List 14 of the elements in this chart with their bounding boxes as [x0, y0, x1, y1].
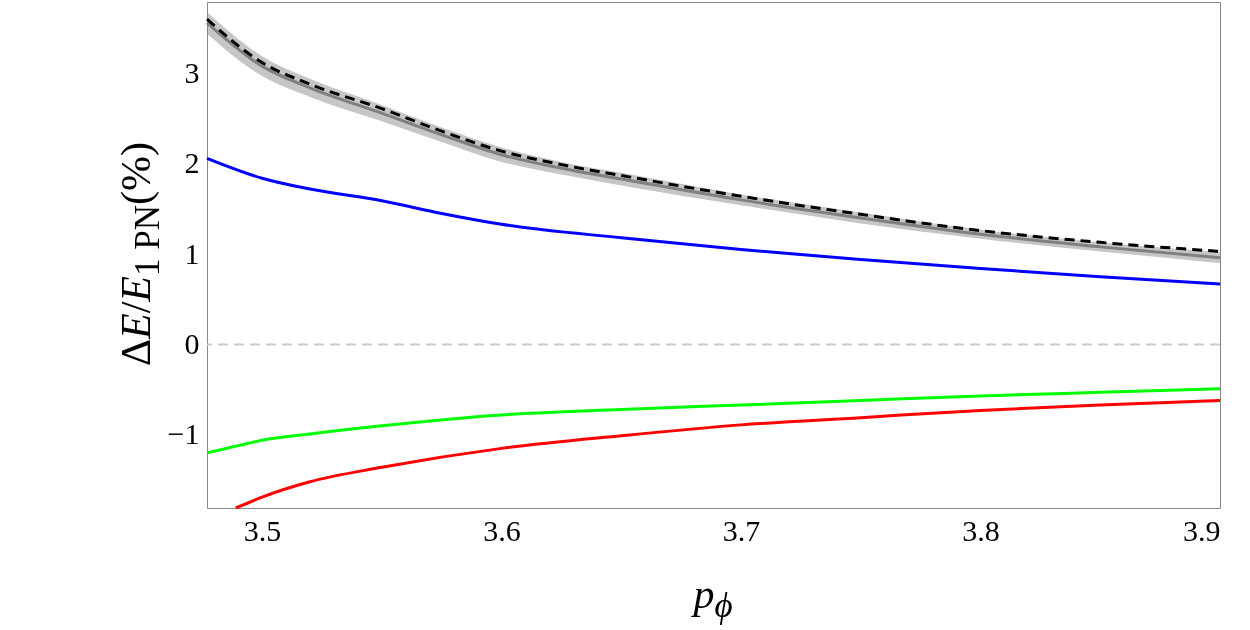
- x-tick-label: 3.9: [1183, 513, 1221, 547]
- line-series: [205, 156, 1222, 286]
- line-series: [234, 398, 1222, 510]
- x-tick-label: 3.8: [962, 513, 1000, 547]
- x-tick-label: 3.5: [243, 513, 282, 547]
- y-tick-label: −1: [167, 417, 200, 451]
- y-tick-label: 1: [184, 236, 200, 270]
- x-tick-label: 3.7: [722, 513, 761, 547]
- y-tick-label: 3: [184, 55, 200, 89]
- x-tick-label: 3.6: [483, 513, 521, 547]
- y-tick-label: 2: [184, 146, 200, 180]
- line-series: [205, 387, 1222, 455]
- y-tick-label: 0: [184, 326, 200, 360]
- x-axis-title: p$_{ϕ}$: [690, 570, 734, 627]
